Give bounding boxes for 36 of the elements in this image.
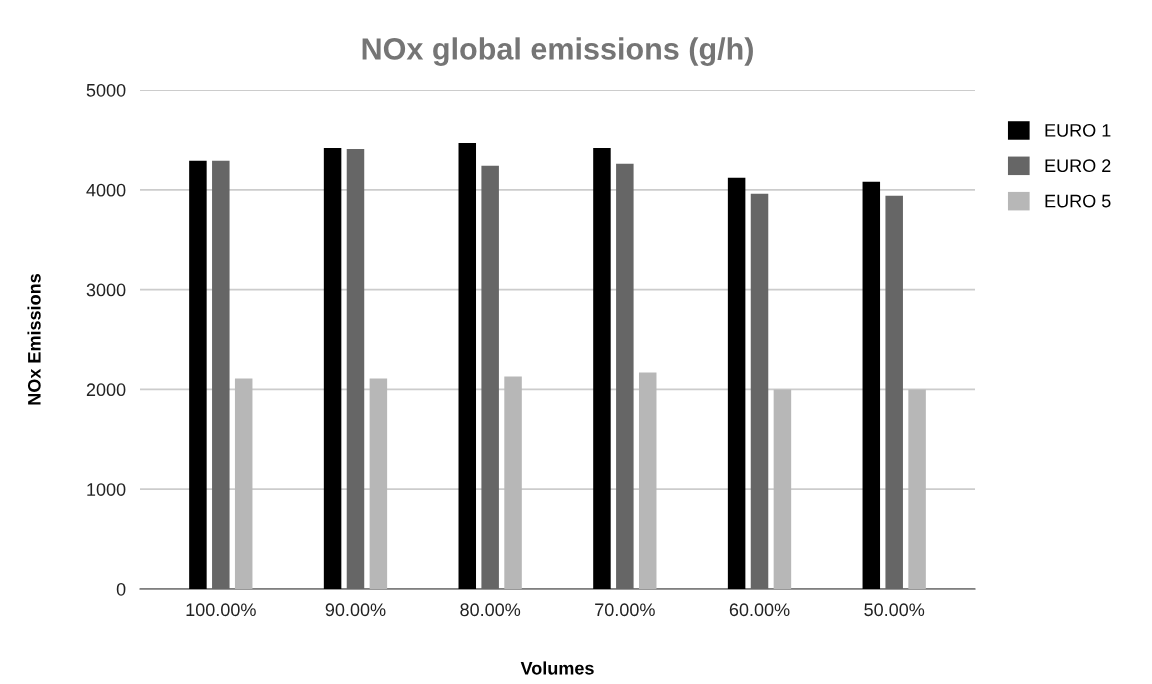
bar: [481, 165, 499, 589]
x-tick-label: 100.00%: [186, 603, 256, 617]
bar: [885, 195, 903, 589]
bar: [234, 378, 253, 589]
x-tick-label: 80.00%: [460, 603, 521, 617]
y-tick-label: 0: [116, 582, 126, 596]
y-tick-label: 2000: [86, 383, 126, 397]
y-tick-label: 1000: [87, 483, 126, 496]
bar: [727, 177, 746, 589]
x-tick-label: 60.00%: [729, 603, 790, 617]
bar: [616, 163, 634, 589]
x-tick-label: 50.00%: [864, 603, 925, 617]
bar: [369, 378, 388, 589]
bar: [908, 389, 926, 589]
bar: [750, 193, 769, 589]
y-axis-title: NOx Emissions: [27, 274, 41, 405]
bar: [189, 160, 207, 589]
x-axis-title: Volumes: [520, 661, 594, 675]
bar: [346, 148, 365, 589]
y-tick-label: 5000: [86, 83, 126, 97]
bar: [773, 389, 792, 589]
chart-title: NOx global emissions (g/h): [362, 37, 753, 66]
x-tick-label: 90.00%: [325, 603, 386, 617]
legend-label: EURO 1: [1045, 123, 1111, 137]
bar: [862, 181, 881, 589]
bar: [212, 160, 230, 589]
bar: [504, 376, 522, 589]
bar: [638, 372, 657, 589]
bar: [593, 147, 611, 589]
legend-label: EURO 2: [1045, 159, 1111, 173]
x-tick-label: 70.00%: [595, 603, 655, 617]
bar: [458, 142, 477, 589]
bar: [323, 147, 342, 589]
y-tick-label: 4000: [86, 183, 126, 197]
y-tick-label: 3000: [86, 283, 126, 297]
legend-label: EURO 5: [1045, 194, 1111, 208]
